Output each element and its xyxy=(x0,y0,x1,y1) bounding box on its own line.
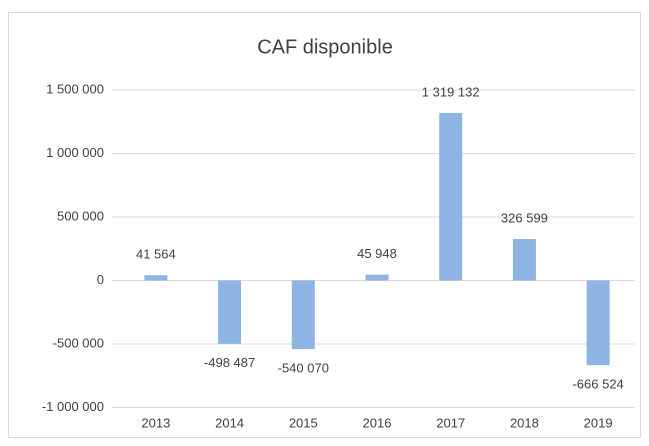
bar xyxy=(586,280,610,366)
y-tick-label: 1 500 000 xyxy=(46,81,104,96)
bar xyxy=(365,274,389,281)
x-tick-label: 2015 xyxy=(289,415,318,430)
x-tick-label: 2014 xyxy=(215,415,244,430)
x-tick-label: 2018 xyxy=(510,415,539,430)
y-tick-label: 500 000 xyxy=(57,208,104,223)
x-tick-label: 2013 xyxy=(141,415,170,430)
y-tick-label: -500 000 xyxy=(53,335,104,350)
data-label: -540 070 xyxy=(278,361,329,376)
data-label: -666 524 xyxy=(572,377,623,392)
y-tick-label: -1 000 000 xyxy=(42,399,104,414)
chart-border xyxy=(8,12,641,438)
data-label: 45 948 xyxy=(357,246,397,261)
data-label: 326 599 xyxy=(501,210,548,225)
data-label: 41 564 xyxy=(136,247,176,262)
x-tick-label: 2017 xyxy=(436,415,465,430)
bar xyxy=(291,280,315,350)
data-label: 1 319 132 xyxy=(422,84,480,99)
x-tick-label: 2016 xyxy=(363,415,392,430)
y-tick-label: 1 000 000 xyxy=(46,145,104,160)
data-label: -498 487 xyxy=(204,355,255,370)
y-tick-label: 0 xyxy=(97,272,104,287)
chart-title: CAF disponible xyxy=(257,36,393,58)
bar xyxy=(439,112,463,281)
bar xyxy=(144,275,168,281)
bar xyxy=(512,239,536,281)
x-tick-label: 2019 xyxy=(584,415,613,430)
bar xyxy=(218,280,242,344)
